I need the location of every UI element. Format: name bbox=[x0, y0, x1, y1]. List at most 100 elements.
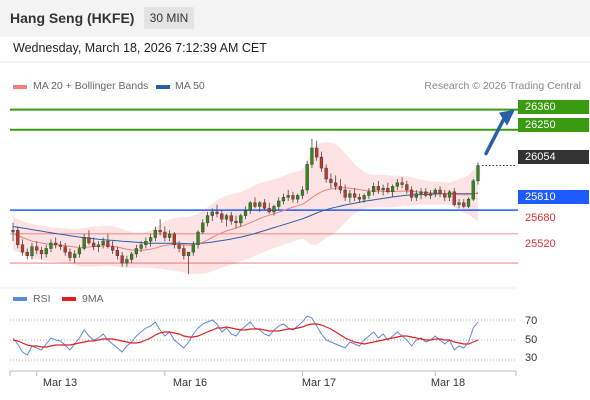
candle-body bbox=[253, 202, 257, 207]
candle-body bbox=[182, 248, 186, 256]
rsi-level-70: 70 bbox=[525, 315, 538, 327]
ma50-legend-swatch bbox=[156, 85, 170, 89]
candle-body bbox=[324, 167, 328, 180]
candle-body bbox=[310, 147, 314, 165]
candle-body bbox=[357, 197, 362, 200]
x-axis-label-mar18: Mar 18 bbox=[430, 377, 466, 389]
rsi-ma9-line bbox=[12, 323, 479, 348]
candle-body bbox=[77, 248, 82, 255]
resistance-2-tag: 26360 bbox=[518, 100, 589, 114]
candle-body bbox=[409, 189, 414, 198]
candle-body bbox=[371, 186, 376, 193]
candle-body bbox=[111, 246, 115, 251]
candle-body bbox=[115, 250, 120, 256]
support-1-label: 25680 bbox=[525, 212, 556, 224]
candle-body bbox=[243, 209, 248, 216]
candle-body bbox=[167, 233, 172, 238]
candle-body bbox=[476, 165, 480, 182]
candle-body bbox=[315, 147, 319, 158]
candle-body bbox=[153, 229, 157, 238]
rsi-ma-legend-label: 9MA bbox=[82, 293, 104, 305]
ma20-legend-label: MA 20 + Bollinger Bands bbox=[33, 80, 149, 92]
current-price-tag: 26054 bbox=[518, 150, 589, 164]
candle-body bbox=[272, 206, 276, 213]
chart-datetime: Wednesday, March 18, 2026 7:12:39 AM CET bbox=[13, 41, 267, 55]
candle-body bbox=[220, 213, 224, 220]
candle-body bbox=[215, 211, 219, 214]
candle-body bbox=[338, 186, 343, 191]
candle-body bbox=[414, 193, 418, 198]
candle-body bbox=[267, 208, 271, 213]
candle-body bbox=[54, 242, 58, 246]
candle-body bbox=[101, 240, 105, 246]
candle-body bbox=[120, 255, 124, 264]
candle-body bbox=[343, 189, 347, 198]
candle-body bbox=[462, 202, 466, 207]
candle-body bbox=[68, 251, 72, 258]
x-axis-label-mar16: Mar 16 bbox=[172, 377, 208, 389]
candle-body bbox=[395, 182, 399, 187]
candle-body bbox=[466, 198, 471, 207]
candle-body bbox=[419, 191, 423, 194]
candle-body bbox=[428, 193, 433, 196]
candle-body bbox=[353, 193, 357, 198]
candle-body bbox=[277, 200, 281, 207]
candle-body bbox=[433, 189, 437, 194]
timeframe-button[interactable]: 30 MIN bbox=[144, 7, 194, 29]
candle-body bbox=[291, 195, 295, 200]
forecast-arrow-head bbox=[499, 109, 515, 126]
rsi-level-50: 50 bbox=[525, 334, 538, 346]
research-credit: Research © 2026 Trading Central bbox=[424, 80, 581, 92]
candle-body bbox=[106, 240, 110, 247]
candle-body bbox=[258, 202, 262, 207]
candle-body bbox=[148, 237, 153, 242]
candle-body bbox=[87, 237, 91, 244]
candle-body bbox=[348, 193, 352, 198]
candle-body bbox=[248, 202, 252, 211]
candle-body bbox=[39, 250, 44, 255]
candle-body bbox=[11, 229, 15, 233]
candle-body bbox=[424, 191, 428, 196]
ma50-legend-label: MA 50 bbox=[175, 80, 205, 92]
rsi-legend-label: RSI bbox=[33, 293, 51, 305]
candle-body bbox=[44, 248, 48, 255]
candle-body bbox=[300, 189, 305, 196]
candle-body bbox=[96, 244, 101, 247]
candle-body bbox=[205, 215, 210, 224]
candle-body bbox=[457, 202, 461, 205]
x-axis-label-mar17: Mar 17 bbox=[301, 377, 337, 389]
candle-body bbox=[172, 233, 176, 246]
candle-body bbox=[139, 244, 143, 249]
candle-body bbox=[144, 240, 148, 246]
candle-body bbox=[224, 215, 229, 220]
candle-body bbox=[20, 244, 25, 253]
candle-body bbox=[191, 244, 195, 253]
candle-body bbox=[286, 195, 290, 198]
candle-body bbox=[177, 244, 181, 249]
ma20-legend-swatch bbox=[13, 85, 27, 89]
candle-body bbox=[447, 191, 452, 198]
support-2-label: 25520 bbox=[525, 238, 556, 250]
candle-body bbox=[129, 253, 134, 260]
rsi-ma-legend-swatch bbox=[62, 297, 76, 301]
candle-body bbox=[92, 242, 96, 247]
rsi-legend-swatch bbox=[13, 297, 27, 301]
resistance-1-tag: 26250 bbox=[518, 118, 589, 132]
candle-body bbox=[30, 246, 34, 256]
candle-body bbox=[210, 211, 214, 216]
candle-body bbox=[63, 246, 67, 253]
candle-body bbox=[25, 251, 29, 256]
candle-body bbox=[186, 251, 191, 256]
candle-body bbox=[82, 237, 86, 249]
candle-body bbox=[334, 182, 338, 187]
candle-body bbox=[262, 202, 267, 209]
candle-body bbox=[16, 229, 20, 246]
candle-body bbox=[296, 195, 300, 200]
candle-body bbox=[319, 156, 324, 169]
candle-body bbox=[49, 242, 53, 249]
chart-header: Hang Seng (HKFE) 30 MIN bbox=[0, 0, 590, 37]
candle-body bbox=[158, 229, 162, 233]
candle-body bbox=[381, 187, 385, 191]
rsi-line bbox=[12, 315, 479, 356]
